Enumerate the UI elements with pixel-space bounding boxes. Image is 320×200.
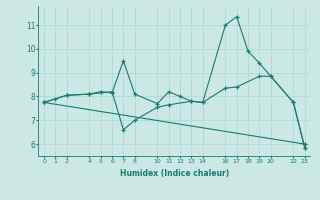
X-axis label: Humidex (Indice chaleur): Humidex (Indice chaleur) (120, 169, 229, 178)
